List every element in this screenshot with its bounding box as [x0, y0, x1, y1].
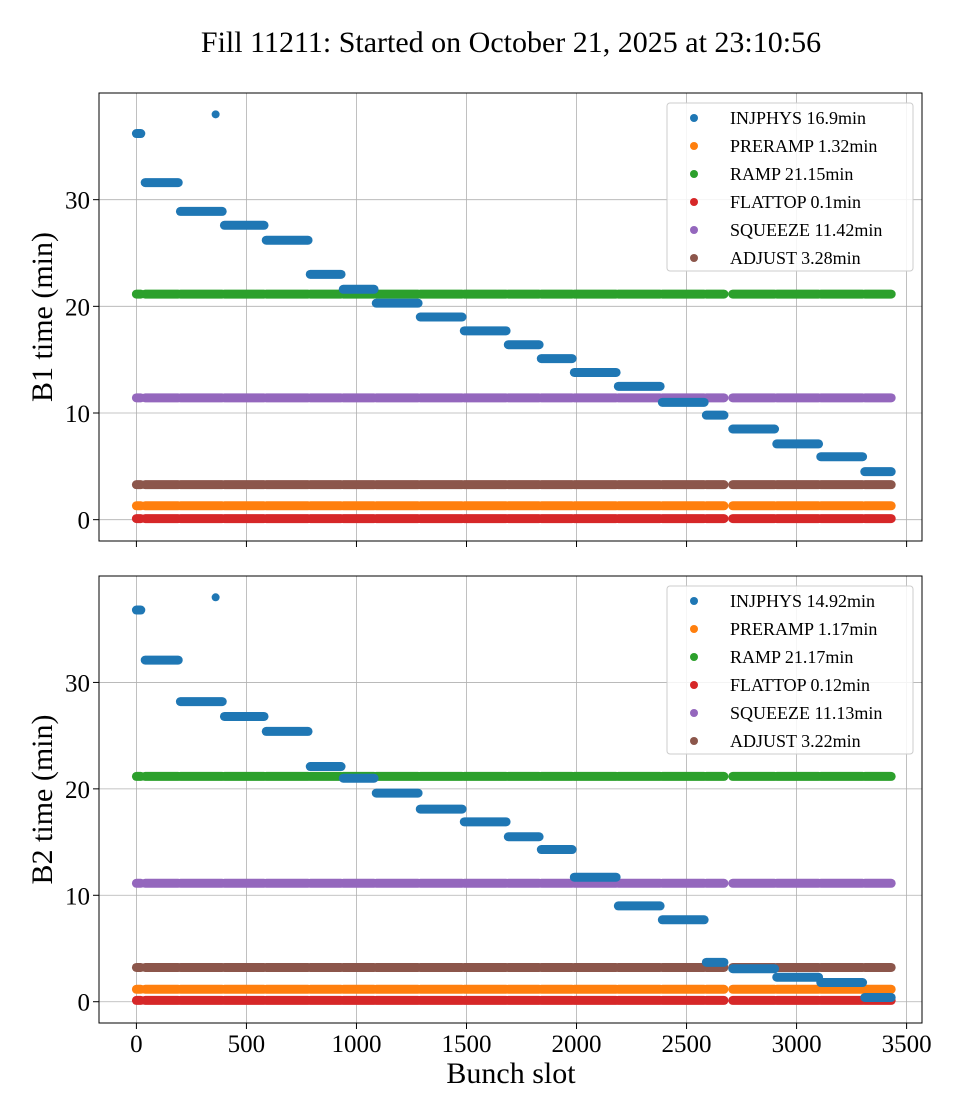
legend: INJPHYS 14.92min PRERAMP 1.17min RAMP 21.1… [666, 585, 914, 755]
y-tick-label: 20 [65, 294, 90, 321]
legend-entry: RAMP 21.15min [730, 164, 853, 184]
legend-box [666, 102, 914, 272]
y-tick-label: 0 [78, 508, 91, 535]
panel-b2: 0 10 20 30 0 500 1000 1500 2000 2500 3000 3500 B2 ti… [26, 575, 932, 1058]
y-axis-label: B1 time (min) [26, 232, 59, 402]
legend-entry: PRERAMP 1.32min [730, 136, 877, 156]
legend-entry: FLATTOP 0.12min [730, 675, 870, 695]
axes-frame [98, 92, 923, 542]
legend-box [666, 585, 914, 755]
x-tick-label: 3500 [882, 1031, 932, 1058]
x-tick-label: 500 [228, 1031, 266, 1058]
legend-marker [690, 625, 698, 633]
data-point-injphys [211, 593, 220, 602]
legend-marker [690, 170, 698, 178]
legend-entry: ADJUST 3.22min [730, 731, 861, 751]
legend-marker [690, 114, 698, 122]
y-tick-label: 20 [65, 777, 90, 804]
legend-marker [690, 254, 698, 262]
x-axis-label: Bunch slot [446, 1057, 576, 1090]
legend-marker [690, 597, 698, 605]
legend-marker [690, 142, 698, 150]
series-injphys [131, 593, 896, 1002]
y-tick-label: 10 [65, 883, 90, 910]
legend-marker [690, 681, 698, 689]
y-axis-label: B2 time (min) [26, 715, 59, 885]
legend-entry: INJPHYS 16.9min [730, 108, 866, 128]
legend-marker [690, 709, 698, 717]
legend-entry: SQUEEZE 11.13min [730, 703, 882, 723]
y-tick-label: 0 [78, 990, 91, 1017]
y-tick-label: 10 [65, 401, 90, 428]
x-tick-label: 1000 [331, 1031, 381, 1058]
legend-entry: SQUEEZE 11.42min [730, 220, 882, 240]
series-injphys [131, 110, 896, 477]
x-tick-label: 1500 [441, 1031, 491, 1058]
x-tick-label: 2000 [552, 1031, 602, 1058]
legend-marker [690, 198, 698, 206]
legend-entry: ADJUST 3.28min [730, 248, 861, 268]
legend-entry: RAMP 21.17min [730, 647, 853, 667]
x-tick-label: 0 [130, 1031, 143, 1058]
x-tick-label: 3000 [772, 1031, 822, 1058]
legend-marker [690, 226, 698, 234]
legend-marker [690, 653, 698, 661]
y-tick-label: 30 [65, 670, 90, 697]
legend-entry: INJPHYS 14.92min [730, 591, 875, 611]
legend-entry: PRERAMP 1.17min [730, 619, 877, 639]
legend-marker [690, 737, 698, 745]
x-tick-label: 2500 [662, 1031, 712, 1058]
axes-frame [98, 575, 923, 1024]
chart-title: Fill 11211: Started on October 21, 2025 … [201, 26, 821, 59]
data-point-injphys [211, 110, 220, 119]
y-tick-label: 30 [65, 188, 90, 215]
legend: INJPHYS 16.9min PRERAMP 1.32min RAMP 21.15… [666, 102, 914, 272]
legend-entry: FLATTOP 0.1min [730, 192, 861, 212]
